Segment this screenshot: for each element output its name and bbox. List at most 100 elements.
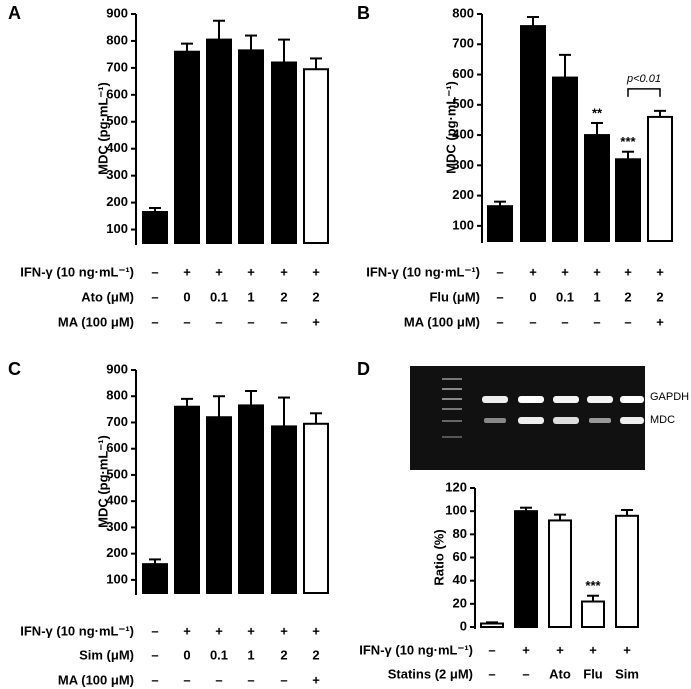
treatment-value: – (593, 314, 600, 329)
y-tick-label: 40 (453, 572, 467, 587)
treatment-value: – (488, 642, 495, 657)
bar-annotation: *** (620, 134, 636, 149)
treatment-value: – (496, 314, 503, 329)
y-tick-label: 500 (452, 96, 474, 111)
treatment-value: 0 (529, 289, 536, 304)
y-tick-label: 300 (452, 157, 474, 172)
bar (581, 600, 605, 628)
treatment-value: – (488, 666, 495, 681)
y-tick-label: 300 (106, 519, 128, 534)
treatment-value: + (312, 672, 320, 687)
treatment-value: 2 (312, 647, 319, 662)
treatment-value: 2 (312, 289, 319, 304)
treatment-value: – (215, 314, 222, 329)
treatment-value: + (624, 264, 632, 279)
y-tick-label: 60 (453, 549, 467, 564)
bar (174, 405, 200, 594)
treatment-label: IFN-γ (10 ng·mL⁻¹) (366, 264, 480, 279)
treatment-value: + (215, 264, 223, 279)
y-axis-label: Ratio (%) (431, 529, 446, 585)
treatment-value: 1 (593, 289, 600, 304)
y-tick-label: 100 (106, 571, 128, 586)
panel-label: A (8, 3, 21, 23)
treatment-label: MA (100 μM) (58, 672, 134, 687)
treatment-label: MA (100 μM) (404, 314, 480, 329)
treatment-value: + (280, 623, 288, 638)
treatment-value: – (496, 264, 503, 279)
treatment-value: – (151, 289, 158, 304)
treatment-value: – (151, 314, 158, 329)
bar (552, 76, 578, 242)
y-tick-label: 200 (106, 545, 128, 560)
bar (174, 50, 200, 244)
treatment-value: + (183, 623, 191, 638)
treatment-value: – (624, 314, 631, 329)
treatment-value: 0 (183, 647, 190, 662)
y-tick-label: 800 (452, 5, 474, 20)
y-axis-label: MDC (pg·mL⁻¹) (95, 435, 110, 528)
treatment-value: + (312, 623, 320, 638)
panel-label: B (357, 3, 370, 23)
y-tick-label: 400 (106, 493, 128, 508)
treatment-value: 2 (656, 289, 663, 304)
y-tick-label: 800 (106, 388, 128, 403)
treatment-value: + (623, 642, 631, 657)
y-tick-label: 400 (452, 127, 474, 142)
y-tick-label: 500 (106, 466, 128, 481)
treatment-value: – (151, 623, 158, 638)
treatment-value: 0.1 (556, 289, 574, 304)
y-tick-label: 900 (106, 361, 128, 376)
treatment-value: 2 (624, 289, 631, 304)
treatment-value: + (589, 642, 597, 657)
y-tick-label: 200 (106, 194, 128, 209)
y-tick-label: 700 (106, 59, 128, 74)
y-tick-label: 600 (106, 86, 128, 101)
treatment-value: Sim (615, 666, 639, 681)
treatment-value: – (280, 672, 287, 687)
bar (548, 519, 572, 629)
y-tick-label: 800 (106, 32, 128, 47)
treatment-label: IFN-γ (10 ng·mL⁻¹) (20, 623, 134, 638)
bracket-label: p<0.01 (626, 73, 661, 85)
treatment-value: + (280, 264, 288, 279)
treatment-label: Ato (μM) (81, 289, 134, 304)
y-tick-label: 120 (445, 479, 467, 494)
treatment-label: IFN-γ (10 ng·mL⁻¹) (20, 264, 134, 279)
treatment-value: – (280, 314, 287, 329)
treatment-value: – (151, 647, 158, 662)
bar (142, 211, 168, 245)
y-tick-label: 200 (452, 187, 474, 202)
bar (303, 68, 329, 244)
treatment-value: + (312, 314, 320, 329)
treatment-value: – (529, 314, 536, 329)
y-tick-label: 600 (106, 440, 128, 455)
y-axis-label: MDC (pg·mL⁻¹) (95, 82, 110, 175)
treatment-label: Statins (2 μM) (388, 666, 473, 681)
treatment-value: – (247, 672, 254, 687)
y-tick-label: 900 (106, 5, 128, 20)
y-tick-label: 80 (453, 526, 467, 541)
treatment-value: + (522, 642, 530, 657)
bar (238, 49, 264, 244)
treatment-value: + (529, 264, 537, 279)
y-tick-label: 700 (452, 36, 474, 51)
treatment-value: + (312, 264, 320, 279)
bar (520, 25, 546, 242)
bar (206, 38, 232, 244)
treatment-value: + (247, 623, 255, 638)
bar-annotation: ** (592, 105, 603, 120)
y-tick-label: 600 (452, 66, 474, 81)
y-tick-label: 400 (106, 140, 128, 155)
y-tick-label: 500 (106, 113, 128, 128)
bar (142, 563, 168, 594)
bar (480, 622, 504, 629)
y-tick-label: 700 (106, 414, 128, 429)
bar (206, 416, 232, 595)
bar (514, 510, 538, 628)
treatment-label: IFN-γ (10 ng·mL⁻¹) (359, 642, 473, 657)
bar (647, 115, 673, 242)
treatment-value: – (151, 672, 158, 687)
bar (238, 404, 264, 594)
treatment-label: Sim (μM) (79, 647, 134, 662)
